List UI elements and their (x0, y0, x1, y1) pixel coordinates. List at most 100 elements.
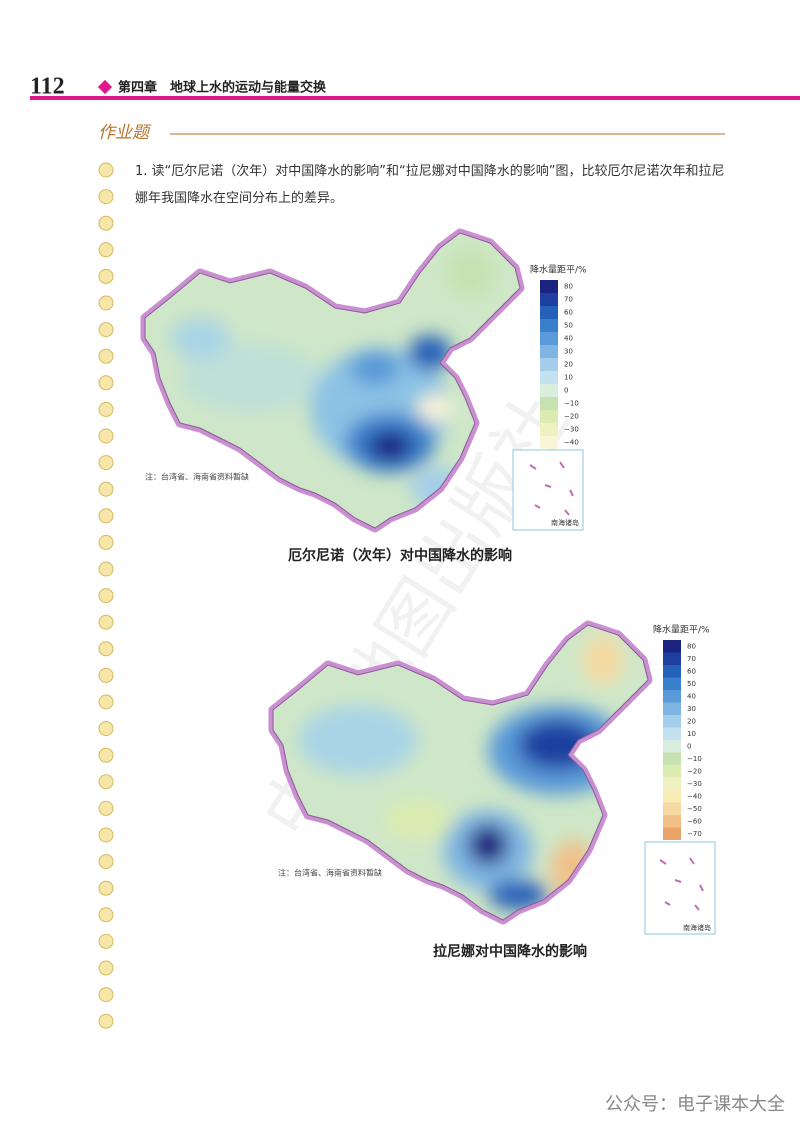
ring (98, 401, 114, 417)
inset-label: 南海诸岛 (551, 518, 579, 527)
legend-swatch (540, 280, 558, 293)
legend-label: −20 (687, 767, 702, 775)
legend-swatch (540, 397, 558, 410)
ring (98, 481, 114, 497)
legend-swatch (540, 345, 558, 358)
legend-label: 10 (687, 730, 696, 738)
inset (512, 449, 584, 531)
legend-label: 70 (687, 655, 696, 663)
legend-swatch (663, 665, 681, 678)
legend-label: −40 (564, 439, 579, 447)
binding-rings (98, 162, 114, 1029)
legend-label: 0 (564, 387, 568, 395)
inset-islands (529, 461, 574, 516)
ring (98, 907, 114, 923)
legend-label: −70 (687, 830, 702, 838)
legend-label: −20 (564, 413, 579, 421)
inset-label: 南海诸岛 (683, 923, 711, 932)
legend-swatch (663, 640, 681, 653)
ring (98, 348, 114, 364)
ring (98, 375, 114, 391)
ring (98, 987, 114, 1003)
ring (98, 268, 114, 284)
legend-label: 60 (564, 309, 573, 317)
ring (98, 827, 114, 843)
legend-swatch (540, 384, 558, 397)
ring (98, 215, 114, 231)
ring (98, 455, 114, 471)
map-note: 注：台湾省、海南省资料暂缺 (145, 472, 249, 482)
section-title: 作业题 (98, 123, 152, 143)
legend-swatch (663, 652, 681, 665)
legend-swatch (663, 827, 681, 840)
legend-label: 80 (687, 642, 696, 650)
legend-label: 20 (687, 717, 696, 725)
question: 1. 读“厄尔尼诺（次年）对中国降水的影响”和“拉尼娜对中国降水的影响”图，比较… (135, 164, 725, 206)
chapter-title: 第四章 地球上水的运动与能量交换 (118, 80, 327, 96)
map-note: 注：台湾省、海南省资料暂缺 (278, 868, 382, 878)
legend-swatch (540, 423, 558, 436)
legend: 降水量距平/% 80 70 60 50 40 30 20 10 0 −10 −20 −30 −40 (530, 264, 587, 449)
legend-swatch (540, 358, 558, 371)
legend-label: 40 (687, 692, 696, 700)
ring (98, 189, 114, 205)
ring (98, 295, 114, 311)
legend-swatch (663, 740, 681, 753)
ring (98, 667, 114, 683)
inset-islands (659, 857, 704, 911)
ring (98, 721, 114, 737)
ring (98, 588, 114, 604)
ring (98, 242, 114, 258)
legend-label: −10 (564, 400, 579, 408)
map-caption: 厄尔尼诺（次年）对中国降水的影响 (288, 547, 512, 564)
legend-label: 0 (687, 742, 691, 750)
page-number: 112 (30, 74, 65, 100)
ring (98, 933, 114, 949)
legend-swatch (663, 802, 681, 815)
legend-label: −60 (687, 817, 702, 825)
ring (98, 561, 114, 577)
legend-label: 30 (564, 348, 573, 356)
legend-swatch (540, 319, 558, 332)
ring (98, 800, 114, 816)
legend-label: −30 (564, 426, 579, 434)
legend-label: 20 (564, 361, 573, 369)
legend-swatch (663, 690, 681, 703)
legend-label: 50 (687, 680, 696, 688)
ring (98, 1013, 114, 1029)
legend-swatch (663, 790, 681, 803)
legend-swatch (663, 727, 681, 740)
ring (98, 322, 114, 338)
ring (98, 641, 114, 657)
legend-label: 80 (564, 283, 573, 291)
legend-label: 40 (564, 335, 573, 343)
ring (98, 614, 114, 630)
legend-swatch (540, 332, 558, 345)
ring (98, 162, 114, 178)
map-caption: 拉尼娜对中国降水的影响 (433, 943, 587, 960)
ring (98, 508, 114, 524)
legend-swatch (540, 410, 558, 423)
legend-title: 降水量距平/% (530, 264, 587, 276)
legend-label: −50 (687, 805, 702, 813)
diamond (97, 79, 113, 95)
legend-title: 降水量距平/% (653, 624, 710, 636)
legend-label: 60 (687, 667, 696, 675)
legend-swatch (540, 371, 558, 384)
legend-swatch (663, 677, 681, 690)
legend-swatch (663, 715, 681, 728)
legend-swatch (540, 306, 558, 319)
legend-swatch (663, 777, 681, 790)
ring (98, 774, 114, 790)
legend-swatch (663, 765, 681, 778)
ring (98, 428, 114, 444)
legend-swatch (663, 752, 681, 765)
map-la-nina (268, 620, 658, 930)
ring (98, 880, 114, 896)
ring (98, 694, 114, 710)
ring (98, 960, 114, 976)
legend-label: 30 (687, 705, 696, 713)
ring (98, 747, 114, 763)
